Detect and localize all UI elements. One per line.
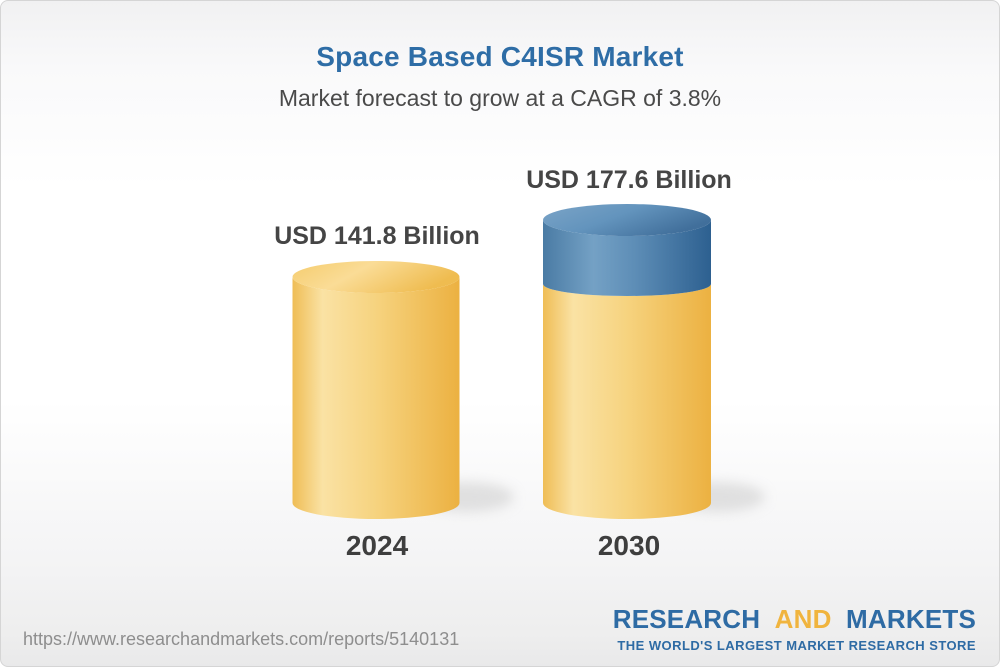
category-label-2030: 2030: [597, 530, 661, 561]
bar-2030-growth-segment: [543, 204, 711, 296]
report-url: https://www.researchandmarkets.com/repor…: [23, 629, 460, 649]
bar-2024-cylinder: [292, 261, 460, 519]
logo-word-and: AND: [774, 604, 832, 634]
logo-word-research: RESEARCH: [612, 604, 761, 634]
category-label-2024: 2024: [345, 530, 409, 561]
logo-wordmark: RESEARCH AND MARKETS: [613, 604, 976, 635]
bar-2030-cylinder: [543, 204, 711, 519]
page-title: Space Based C4ISR Market: [316, 41, 684, 72]
page-subtitle: Market forecast to grow at a CAGR of 3.8…: [278, 85, 722, 111]
value-label-2024: USD 141.8 Billion: [274, 222, 480, 250]
logo-tagline: THE WORLD'S LARGEST MARKET RESEARCH STOR…: [617, 638, 976, 653]
research-and-markets-logo: RESEARCH AND MARKETS THE WORLD'S LARGEST…: [613, 604, 976, 653]
value-label-2030: USD 177.6 Billion: [526, 166, 732, 194]
logo-word-markets: MARKETS: [846, 604, 976, 634]
